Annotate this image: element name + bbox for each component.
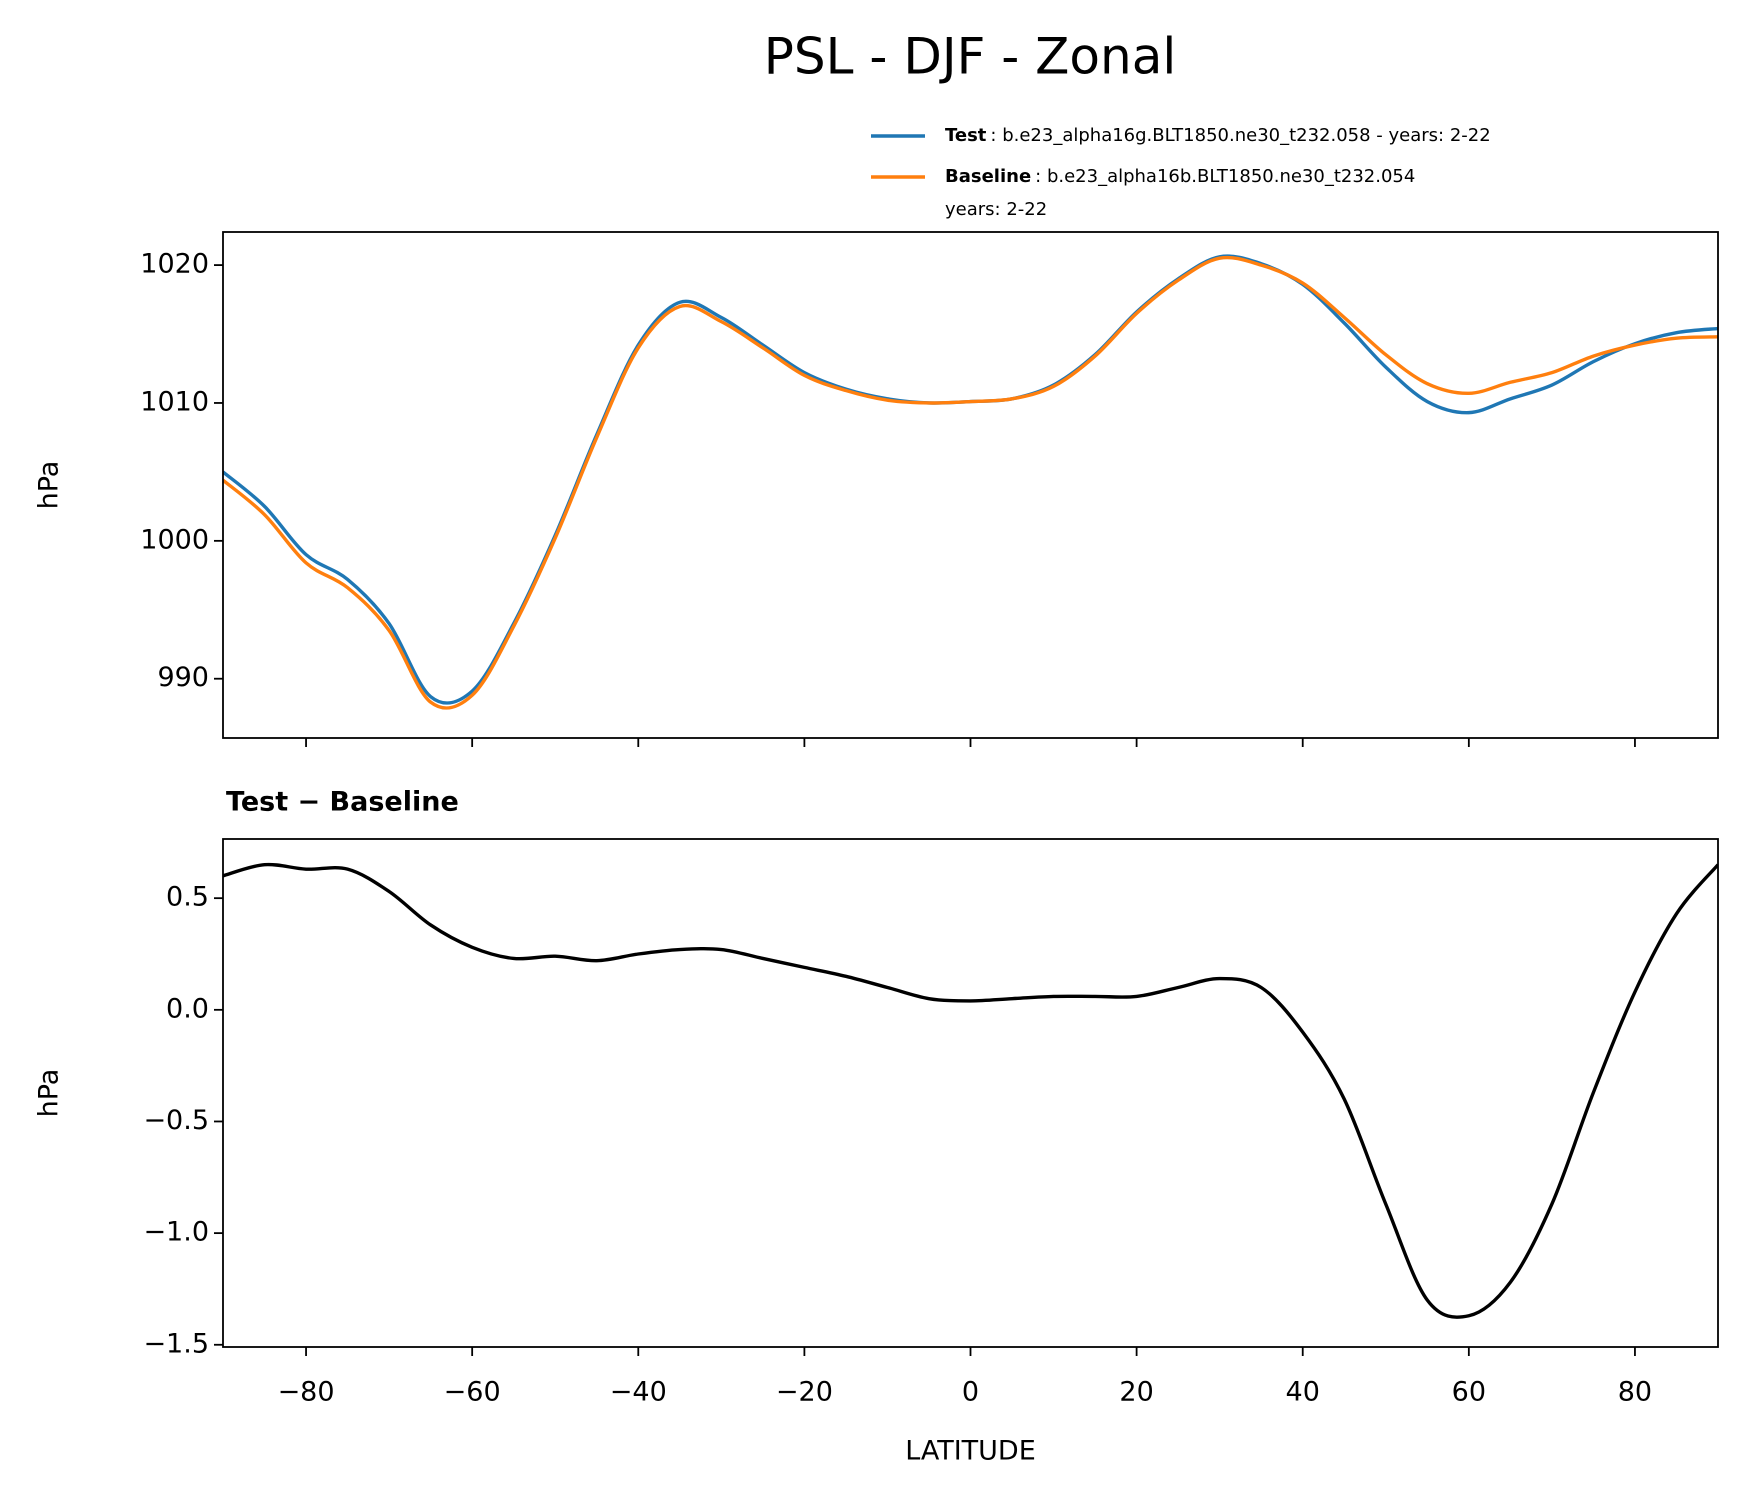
x-tick-label: −40	[610, 1377, 667, 1408]
figure-title: PSL - DJF - Zonal	[764, 28, 1176, 86]
y-tick-label: −0.5	[143, 1105, 209, 1136]
y-tick-label: 0.0	[166, 993, 209, 1024]
y-axis-label: hPa	[34, 461, 65, 510]
x-tick-label: −60	[444, 1377, 501, 1408]
y-tick-label: 1000	[140, 524, 209, 555]
data-line	[223, 862, 1718, 1319]
x-tick-label: −80	[278, 1377, 335, 1408]
data-line	[223, 255, 1718, 710]
x-tick-label: 40	[1286, 1377, 1320, 1408]
legend-label: : b.e23_alpha16b.BLT1850.ne30_t232.054	[1035, 166, 1415, 187]
x-tick-label: 80	[1618, 1377, 1652, 1408]
axes-frame	[222, 231, 1719, 739]
axes-frame	[222, 838, 1719, 1348]
x-tick-label: 20	[1119, 1377, 1153, 1408]
y-tick-label: 990	[157, 662, 209, 693]
y-tick-label: 1010	[140, 386, 209, 417]
y-tick-label: −1.5	[143, 1328, 209, 1359]
legend-label: : b.e23_alpha16g.BLT1850.ne30_t232.058 -…	[990, 125, 1490, 146]
x-axis-label: LATITUDE	[905, 1436, 1036, 1467]
plot-area	[223, 254, 1718, 710]
panel-title: Test − Baseline	[226, 787, 459, 818]
x-tick-label: 0	[962, 1377, 979, 1408]
x-tick-label: 60	[1452, 1377, 1486, 1408]
y-tick-label: 0.5	[166, 882, 209, 913]
x-tick-label: −20	[776, 1377, 833, 1408]
legend-entry: Baseline: b.e23_alpha16b.BLT1850.ne30_t2…	[945, 166, 1415, 187]
y-axis-label: hPa	[34, 1069, 65, 1118]
y-tick-label: −1.0	[143, 1217, 209, 1248]
legend-name: Baseline	[945, 166, 1031, 187]
legend-entry: Test: b.e23_alpha16g.BLT1850.ne30_t232.0…	[945, 125, 1491, 146]
plot-area	[223, 862, 1718, 1319]
legend-name: Test	[945, 125, 987, 146]
legend-label: years: 2-22	[945, 199, 1047, 220]
y-tick-label: 1020	[140, 249, 209, 280]
